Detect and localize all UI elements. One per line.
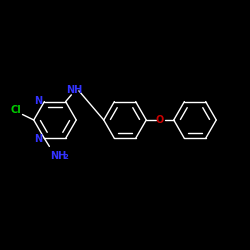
Text: N: N [34,134,42,144]
Text: Cl: Cl [11,105,22,115]
Text: NH: NH [66,85,82,95]
Text: NH: NH [50,151,67,161]
Text: O: O [156,115,164,125]
Text: 2: 2 [64,154,68,160]
Text: N: N [34,96,42,106]
